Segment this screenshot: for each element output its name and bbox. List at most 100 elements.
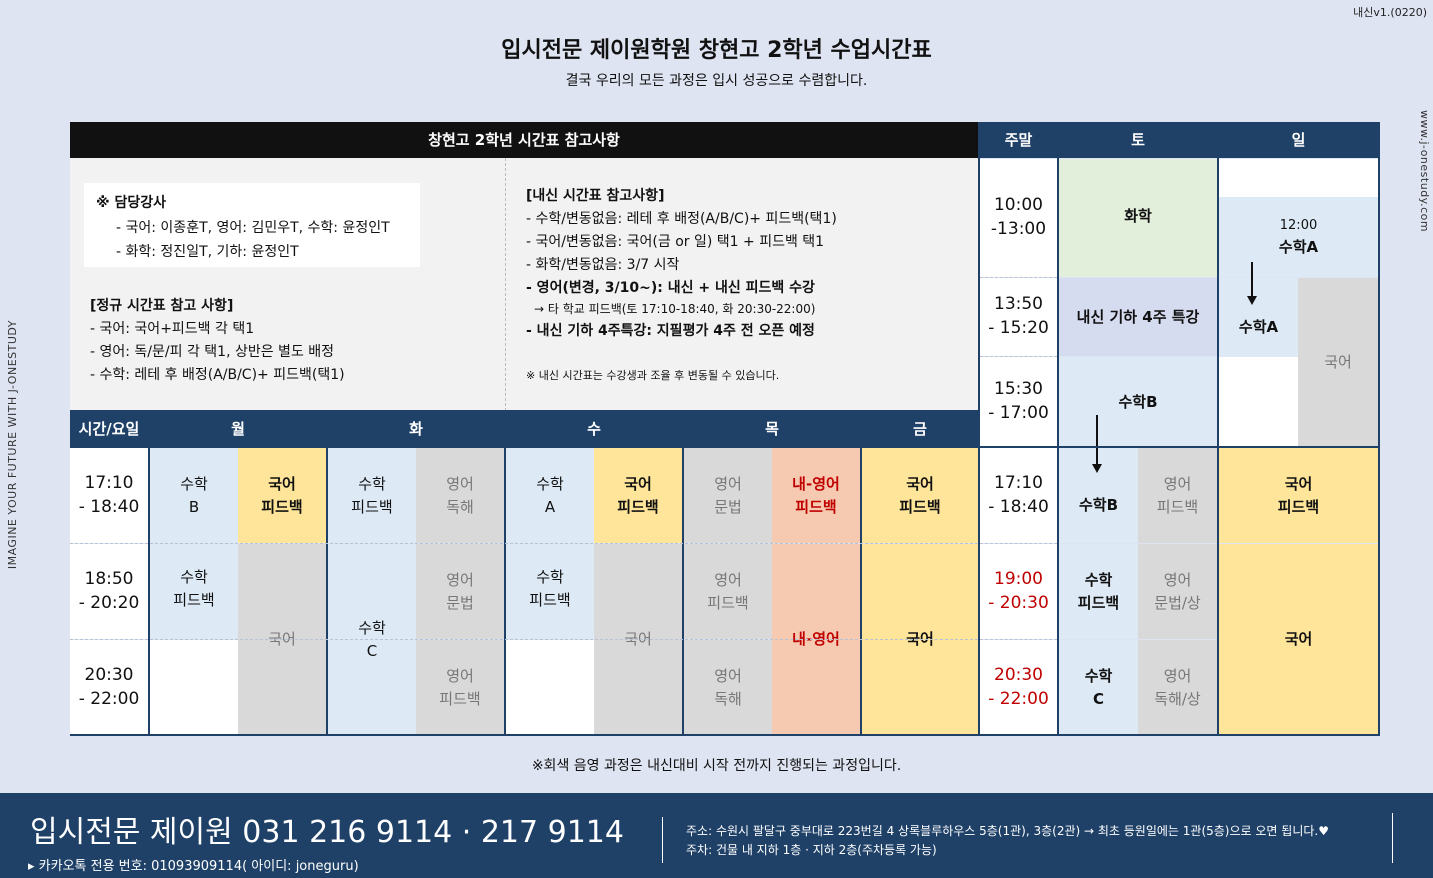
grid-line <box>980 277 1057 278</box>
regular-notes-title: [정규 시간표 참고 사항] <box>90 298 234 314</box>
sat-chemistry[interactable]: 화학 <box>1059 159 1217 277</box>
footer-address: 주소: 수원시 팔달구 중부대로 223번길 4 상록블루하우스 5층(1관),… <box>686 822 1329 860</box>
page-title: 입시전문 제이원학원 창현고 2학년 수업시간표 <box>501 38 932 63</box>
grid-line <box>860 412 862 736</box>
weekday-time-slot: 17:10 - 18:40 <box>70 448 148 543</box>
thursday-header: 목 <box>684 412 860 447</box>
footnote: ※회색 음영 과정은 내신대비 시작 전까지 진행되는 과정입니다. <box>531 758 902 774</box>
grid-line <box>148 412 150 736</box>
grid-line <box>1217 122 1219 736</box>
friday-header: 금 <box>862 412 978 447</box>
footer-phone[interactable]: 입시전문 제이원 031 216 9114 · 217 9114 <box>30 815 624 850</box>
monday-header: 월 <box>150 412 326 447</box>
weekend-time-slot: 13:50 - 15:20 <box>980 278 1057 356</box>
tue-math-feedback[interactable]: 수학 피드백 <box>328 448 416 543</box>
tue-english-reading[interactable]: 영어 독해 <box>416 448 504 543</box>
sat-math-feedback[interactable]: 수학 피드백 <box>1059 544 1138 639</box>
sun-arrow-line <box>1251 262 1253 298</box>
sat-arrow-down-icon <box>1092 464 1102 473</box>
sat-english-reading[interactable]: 영어 독해/상 <box>1138 640 1217 735</box>
mon-math-b[interactable]: 수학 B <box>150 448 238 543</box>
address-line: 주소: 수원시 팔달구 중부대로 223번길 4 상록블루하우스 5층(1관),… <box>686 824 1329 838</box>
sun-korean[interactable]: 국어 <box>1219 544 1378 735</box>
wed-empty <box>506 640 594 735</box>
grid-line <box>980 543 1057 544</box>
sat-english-grammar[interactable]: 영어 문법/상 <box>1138 544 1217 639</box>
wednesday-header: 수 <box>506 412 682 447</box>
sun-math-a[interactable]: 수학A <box>1219 278 1298 357</box>
wed-korean-feedback[interactable]: 국어 피드백 <box>594 448 682 543</box>
sat-english-feedback[interactable]: 영어 피드백 <box>1138 448 1217 543</box>
weekend-time-slot: 15:30 - 17:00 <box>980 357 1057 447</box>
timeday-header: 시간/요일 <box>70 412 148 447</box>
sat-geometry-special[interactable]: 내신 기하 4주 특강 <box>1059 278 1217 356</box>
naesin-note-small: ※ 내신 시간표는 수강생과 조율 후 변동될 수 있습니다. <box>526 369 780 383</box>
tuesday-header: 화 <box>328 412 504 447</box>
grid-line <box>504 412 506 736</box>
thu-english-grammar[interactable]: 영어 문법 <box>684 448 772 543</box>
sun-empty-top <box>1219 159 1378 197</box>
sat-math-c[interactable]: 수학 C <box>1059 640 1138 735</box>
lecturer-title: ※ 담당강사 <box>96 195 167 211</box>
weekend-time-slot: 20:30 - 22:00 <box>980 640 1057 735</box>
regular-note-line: - 수학: 레테 후 배정(A/B/C)+ 피드백(택1) <box>90 367 345 384</box>
thu-naesin-english-feedback[interactable]: 내-영어 피드백 <box>772 448 860 543</box>
thu-english-feedback[interactable]: 영어 피드백 <box>684 544 772 639</box>
weekend-header: 주말 <box>980 122 1057 158</box>
grid-line <box>978 122 980 736</box>
grid-line <box>326 412 328 736</box>
grid-line <box>70 734 1380 736</box>
lecturer-line-2: - 화학: 정진일T, 기하: 윤정인T <box>116 244 299 260</box>
side-url: www.j-onestudy.com <box>1418 110 1431 233</box>
thu-english-reading[interactable]: 영어 독해 <box>684 640 772 735</box>
sun-korean-gray[interactable]: 국어 <box>1298 278 1378 447</box>
grid-line <box>682 412 684 736</box>
sun-arrow-down-icon <box>1247 296 1257 305</box>
page-subtitle: 결국 우리의 모든 과정은 입시 성공으로 수렴합니다. <box>565 73 868 89</box>
tue-english-grammar[interactable]: 영어 문법 <box>416 544 504 639</box>
grid-line <box>70 446 1380 448</box>
grid-line <box>70 639 978 640</box>
sat-arrow-line <box>1096 415 1098 467</box>
footer-divider <box>662 817 663 863</box>
weekday-time-slot: 20:30 - 22:00 <box>70 640 148 735</box>
weekday-time-slot: 18:50 - 20:20 <box>70 544 148 639</box>
sat-math-b-top[interactable]: 수학B <box>1059 357 1217 447</box>
side-slogan: IMAGINE YOUR FUTURE WITH J-ONESTUDY <box>6 320 19 570</box>
naesin-notes-title: [내신 시간표 참고사항] <box>526 188 665 204</box>
grid-line <box>980 356 1057 357</box>
fri-korean-feedback[interactable]: 국어 피드백 <box>862 448 978 543</box>
notes-header: 창현고 2학년 시간표 참고사항 <box>70 122 978 158</box>
naesin-note-line: - 내신 기하 4주특강: 지필평가 4주 전 오픈 예정 <box>526 323 815 340</box>
regular-note-line: - 국어: 국어+피드백 각 택1 <box>90 321 255 338</box>
sun-math-a-label: 수학A <box>1278 237 1319 256</box>
sun-empty <box>1219 357 1298 447</box>
wed-math-feedback[interactable]: 수학 피드백 <box>506 544 594 639</box>
naesin-note-line: - 영어(변경, 3/10~): 내신 + 내신 피드백 수강 <box>526 280 815 297</box>
parking-line: 주차: 건물 내 지하 1층 · 지하 2층(주차등록 가능) <box>686 843 937 858</box>
grid-line <box>70 410 978 412</box>
grid-line <box>1378 122 1380 736</box>
weekend-time-slot: 19:00 - 20:30 <box>980 544 1057 639</box>
tue-english-feedback[interactable]: 영어 피드백 <box>416 640 504 735</box>
saturday-header: 토 <box>1059 122 1217 158</box>
mon-math-feedback[interactable]: 수학 피드백 <box>150 544 238 639</box>
lecturer-box: ※ 담당강사 - 국어: 이종훈T, 영어: 김민우T, 수학: 윤정인T - … <box>84 183 420 267</box>
footer-divider <box>1392 813 1393 863</box>
footer: 입시전문 제이원 031 216 9114 · 217 9114 ▸ 카카오톡 … <box>0 793 1433 878</box>
sat-math-b[interactable]: 수학B <box>1059 448 1138 543</box>
sun-time-label: 12:00 <box>1279 218 1318 233</box>
footer-kakao[interactable]: ▸ 카카오톡 전용 번호: 01093909114( 아이디: joneguru… <box>28 859 359 874</box>
mon-korean-feedback[interactable]: 국어 피드백 <box>238 448 326 543</box>
regular-note-line: - 영어: 독/문/피 각 택1, 상반은 별도 배정 <box>90 344 335 361</box>
sun-math-a-top[interactable]: 12:00 수학A <box>1219 197 1378 277</box>
sun-korean-feedback[interactable]: 국어 피드백 <box>1219 448 1378 543</box>
wed-math-a[interactable]: 수학 A <box>506 448 594 543</box>
grid-line <box>980 639 1057 640</box>
naesin-notes: [내신 시간표 참고사항] - 수학/변동없음: 레테 후 배정(A/B/C)+… <box>526 185 966 386</box>
lecturer-line-1: - 국어: 이종훈T, 영어: 김민우T, 수학: 윤정인T <box>116 219 390 236</box>
notes-divider <box>505 158 506 411</box>
version-label: 내신v1.(0220) <box>1353 6 1427 19</box>
naesin-note-line: - 화학/변동없음: 3/7 시작 <box>526 257 680 274</box>
weekend-time-slot: 10:00 -13:00 <box>980 159 1057 277</box>
